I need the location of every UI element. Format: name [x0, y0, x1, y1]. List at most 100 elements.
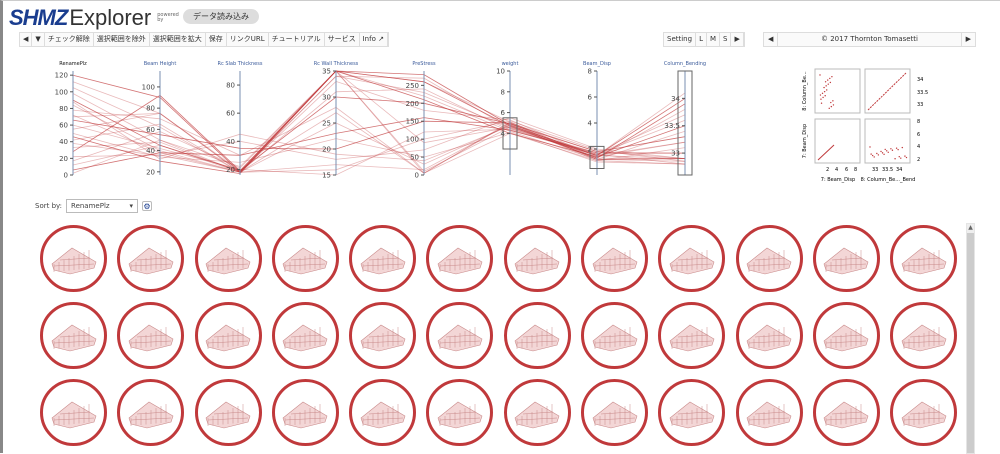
- design-thumbnail[interactable]: [812, 302, 880, 369]
- design-thumbnail[interactable]: [890, 379, 958, 446]
- data-line: [72, 88, 686, 173]
- splom-point: [829, 81, 832, 84]
- toolbar-button[interactable]: 選択範囲を除外: [94, 33, 150, 46]
- scrollbar[interactable]: ▲: [966, 223, 975, 454]
- prev-button[interactable]: ◀: [768, 35, 774, 43]
- toolbar-button[interactable]: Info ↗: [360, 33, 388, 46]
- design-thumbnail[interactable]: [658, 302, 726, 369]
- design-thumbnail[interactable]: [194, 302, 262, 369]
- data-line: [72, 70, 686, 174]
- design-thumbnail[interactable]: [581, 379, 649, 446]
- axis-title[interactable]: RenamePlz: [59, 61, 87, 67]
- design-thumbnail[interactable]: [735, 302, 803, 369]
- axis[interactable]: PreStress 0 50 100 150 200 250: [406, 61, 436, 180]
- toolbar-button[interactable]: S: [720, 33, 732, 46]
- design-thumbnail[interactable]: [349, 225, 417, 292]
- design-thumbnail[interactable]: [271, 225, 339, 292]
- axis-title[interactable]: Beam Height: [144, 61, 177, 67]
- design-thumbnail[interactable]: [426, 379, 494, 446]
- design-thumbnail[interactable]: [117, 302, 185, 369]
- splom-point: [904, 155, 906, 157]
- design-thumbnail[interactable]: [349, 379, 417, 446]
- toolbar-button[interactable]: L: [696, 33, 707, 46]
- design-thumbnail[interactable]: [40, 302, 107, 369]
- splom-point: [880, 150, 882, 153]
- brush-selection[interactable]: [677, 70, 693, 176]
- axis-title[interactable]: Column_Bending: [664, 61, 706, 67]
- axis[interactable]: Rc Wall Thickness 15 20 25 30 35: [314, 61, 359, 180]
- axis-title[interactable]: Rc Slab Thickness: [218, 61, 263, 67]
- axis-title[interactable]: Beam_Disp: [583, 61, 611, 67]
- axis-title[interactable]: weight: [502, 61, 519, 67]
- toolbar-button[interactable]: ▶: [731, 33, 744, 46]
- toolbar-button[interactable]: サービス: [325, 33, 360, 46]
- design-thumbnail[interactable]: [812, 225, 880, 292]
- sort-select[interactable]: RenamePlz ▾: [66, 199, 139, 213]
- design-thumbnail[interactable]: [426, 302, 494, 369]
- design-thumbnail[interactable]: [40, 225, 107, 292]
- load-data-button[interactable]: データ読み込み: [183, 9, 259, 24]
- design-thumbnail[interactable]: [194, 379, 262, 446]
- axis[interactable]: RenamePlz 0 20 40 60 80 100 120: [55, 61, 88, 180]
- axis[interactable]: Beam Height 20 40 60 80 100: [142, 61, 177, 176]
- design-thumbnail[interactable]: [117, 379, 185, 446]
- design-thumbnail[interactable]: [658, 379, 726, 446]
- design-thumbnail[interactable]: [890, 225, 958, 292]
- toolbar-button[interactable]: 保存: [206, 33, 227, 46]
- brush-selection[interactable]: [589, 145, 605, 170]
- design-thumbnail[interactable]: [581, 225, 649, 292]
- toolbar-button[interactable]: チュートリアル: [269, 33, 325, 46]
- tick-label: 30: [322, 94, 331, 102]
- design-thumbnail[interactable]: [117, 225, 185, 292]
- gear-icon[interactable]: ⚙: [142, 201, 153, 211]
- splom-point: [900, 157, 902, 159]
- data-line: [72, 122, 686, 173]
- design-thumbnail[interactable]: [503, 225, 571, 292]
- brush-selection[interactable]: [502, 117, 518, 150]
- toolbar-button[interactable]: 選択範囲を拡大: [150, 33, 206, 46]
- building-model-icon: [669, 401, 715, 428]
- design-thumbnail[interactable]: [271, 302, 339, 369]
- splom-point: [891, 149, 894, 151]
- tick-label: 60: [146, 126, 155, 134]
- design-thumbnail[interactable]: [658, 225, 726, 292]
- toolbar-button[interactable]: チェック解除: [45, 33, 94, 46]
- design-thumbnail[interactable]: [503, 379, 571, 446]
- building-model-icon: [514, 247, 560, 274]
- toolbar-button[interactable]: ▼: [32, 33, 45, 46]
- data-line: [72, 123, 686, 173]
- splom-point: [901, 146, 903, 149]
- design-thumbnail[interactable]: [735, 225, 803, 292]
- tick-label: 8: [501, 88, 505, 96]
- design-thumbnail[interactable]: [735, 379, 803, 446]
- splom-point: [830, 101, 832, 104]
- design-thumbnail[interactable]: [349, 302, 417, 369]
- toolbar-button[interactable]: M: [707, 33, 721, 46]
- axis-title[interactable]: PreStress: [412, 61, 436, 67]
- design-thumbnail[interactable]: [194, 225, 262, 292]
- design-thumbnail[interactable]: [40, 379, 107, 446]
- design-thumbnail[interactable]: [890, 302, 958, 369]
- design-thumbnail[interactable]: [426, 225, 494, 292]
- design-thumbnail[interactable]: [581, 302, 649, 369]
- axis[interactable]: Rc Slab Thickness 20 40 60 80: [218, 61, 263, 175]
- toolbar-button[interactable]: ◀: [20, 33, 33, 46]
- data-line: [72, 70, 686, 173]
- tick-label: 200: [406, 100, 419, 108]
- axis-title[interactable]: Rc Wall Thickness: [314, 61, 359, 67]
- design-thumbnail[interactable]: [271, 379, 339, 446]
- toolbar-button[interactable]: リンクURL: [227, 33, 269, 46]
- design-thumbnail[interactable]: [812, 379, 880, 446]
- axis[interactable]: Column_Bending 33 33.5 34: [664, 61, 706, 176]
- splom-point: [869, 146, 871, 148]
- splom-cell: [864, 118, 911, 164]
- design-thumbnail[interactable]: [503, 302, 571, 369]
- toolbar-button[interactable]: Setting: [664, 33, 697, 46]
- tick-label: 35: [322, 68, 331, 76]
- scroll-up-icon[interactable]: ▲: [967, 224, 974, 233]
- splom-point: [821, 92, 824, 95]
- next-button[interactable]: ▶: [965, 35, 971, 43]
